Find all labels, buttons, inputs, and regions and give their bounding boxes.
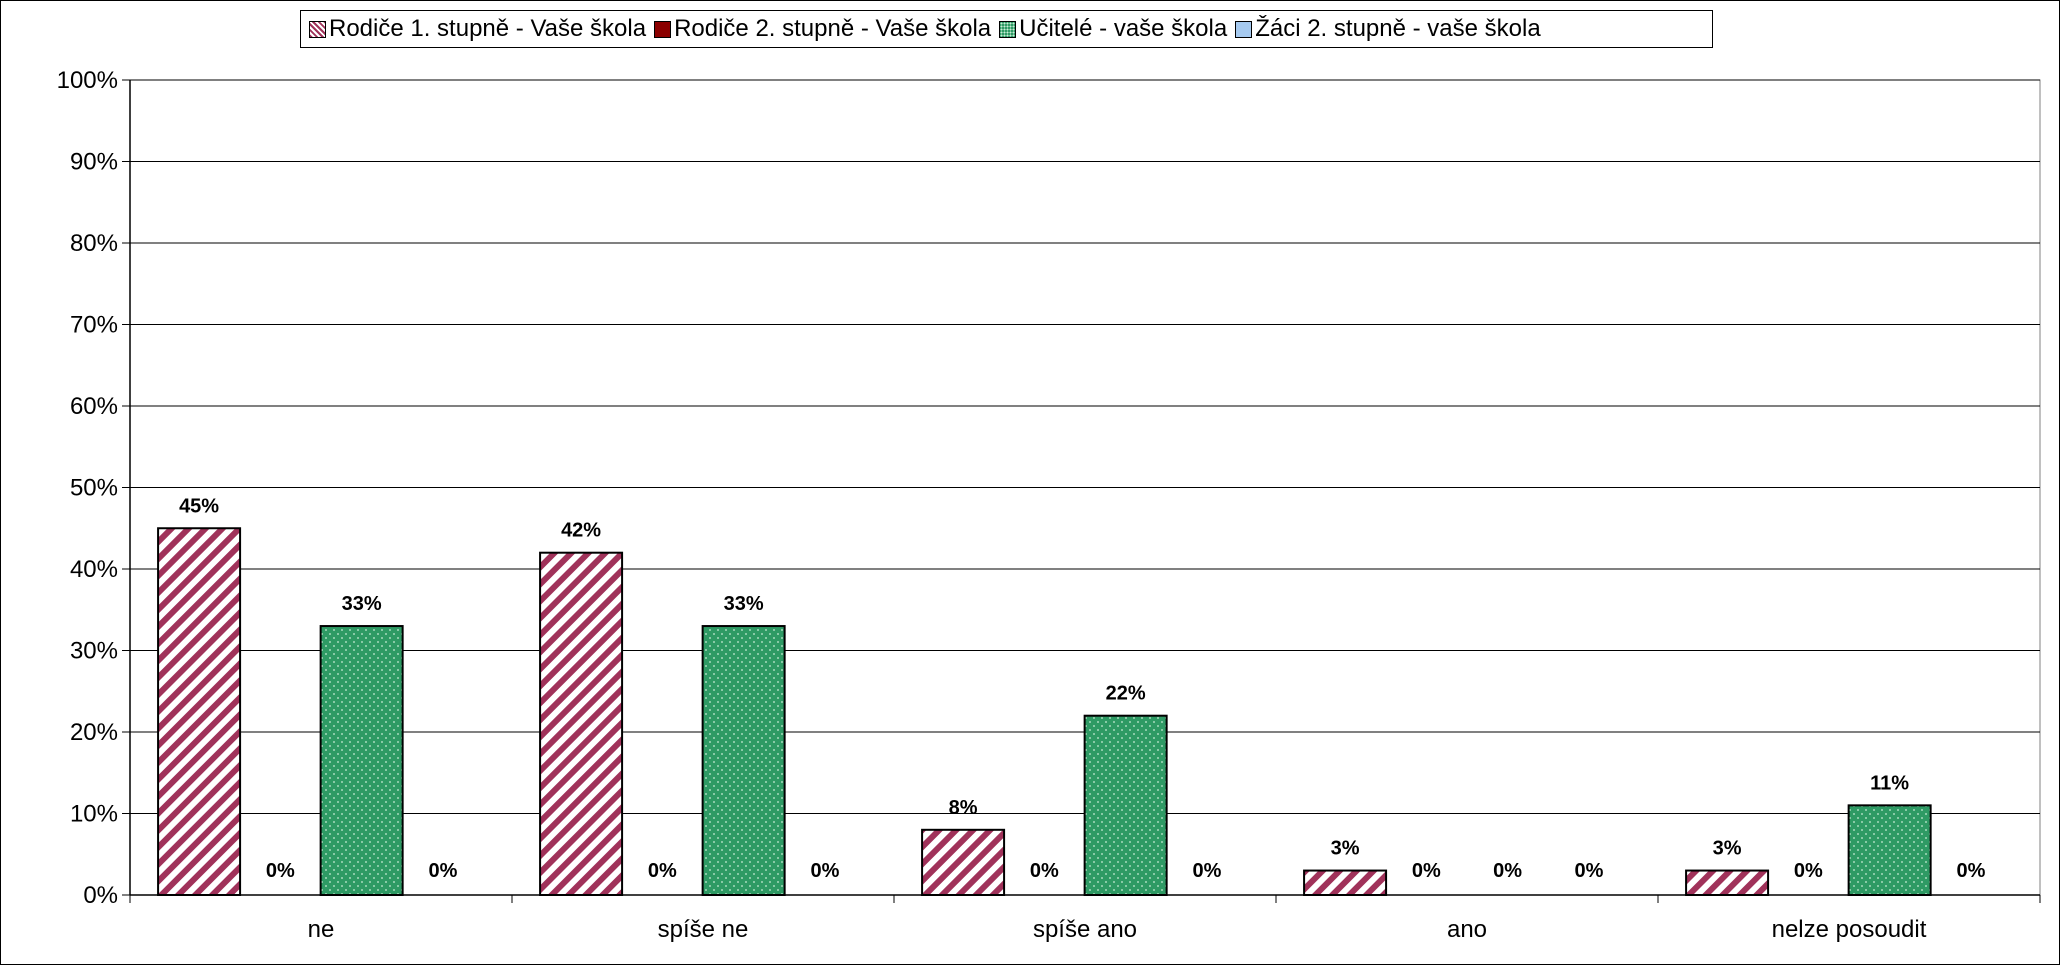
legend: Rodiče 1. stupně - Vaše škola Rodiče 2. … bbox=[300, 10, 1713, 48]
y-tick-label: 70% bbox=[70, 312, 118, 339]
y-tick-label: 60% bbox=[70, 393, 118, 420]
x-tick-label: spíše ne bbox=[658, 916, 749, 943]
bar-s1-c3 bbox=[921, 828, 1006, 896]
y-tick-label: 50% bbox=[70, 475, 118, 502]
y-tick-label: 0% bbox=[83, 882, 118, 909]
data-label: 0% bbox=[1030, 860, 1059, 882]
bar-s1-c2 bbox=[539, 551, 624, 896]
bar-s3-c1 bbox=[319, 625, 404, 896]
y-tick-label: 90% bbox=[70, 149, 118, 176]
legend-label-series-3: Učitelé - vaše škola bbox=[1019, 15, 1228, 42]
bar-s1-c5 bbox=[1685, 869, 1770, 896]
data-label: 0% bbox=[648, 860, 677, 882]
data-label: 22% bbox=[1106, 683, 1146, 705]
data-label: 8% bbox=[949, 797, 978, 819]
bar-s3-c3 bbox=[1083, 714, 1168, 897]
y-tick-label: 10% bbox=[70, 801, 118, 828]
data-label: 33% bbox=[724, 593, 764, 615]
bar-s1-c1 bbox=[157, 527, 242, 896]
data-label: 0% bbox=[1192, 860, 1221, 882]
legend-item-series-1: Rodiče 1. stupně - Vaše škola bbox=[309, 15, 646, 43]
legend-swatch-series-2 bbox=[654, 20, 672, 38]
bar-s3-c2 bbox=[701, 625, 786, 896]
data-label: 0% bbox=[810, 860, 839, 882]
legend-label-series-4: Žáci 2. stupně - vaše škola bbox=[1255, 15, 1541, 42]
y-tick-label: 40% bbox=[70, 556, 118, 583]
bar-s3-c5 bbox=[1847, 804, 1932, 896]
legend-item-series-2: Rodiče 2. stupně - Vaše škola bbox=[654, 15, 991, 43]
x-tick-label: nelze posoudit bbox=[1772, 916, 1927, 943]
data-label: 0% bbox=[266, 860, 295, 882]
bar-s1-c4 bbox=[1303, 869, 1388, 896]
data-label: 42% bbox=[561, 520, 601, 542]
data-label: 0% bbox=[1956, 860, 1985, 882]
data-label: 0% bbox=[1493, 860, 1522, 882]
legend-label-series-1: Rodiče 1. stupně - Vaše škola bbox=[329, 15, 647, 42]
legend-label-series-2: Rodiče 2. stupně - Vaše škola bbox=[674, 15, 992, 42]
y-tick-label: 20% bbox=[70, 719, 118, 746]
y-tick-label: 100% bbox=[57, 67, 118, 94]
data-label: 11% bbox=[1870, 772, 1909, 794]
legend-swatch-series-4 bbox=[1235, 20, 1253, 38]
legend-item-series-4: Žáci 2. stupně - vaše škola bbox=[1235, 15, 1541, 43]
data-label: 45% bbox=[179, 495, 219, 517]
data-label: 3% bbox=[1331, 838, 1360, 860]
legend-swatch-series-1 bbox=[309, 20, 326, 38]
data-label: 0% bbox=[1794, 860, 1823, 882]
y-tick-label: 30% bbox=[70, 638, 118, 665]
legend-swatch-series-3 bbox=[999, 20, 1017, 38]
data-label: 0% bbox=[428, 860, 457, 882]
data-label: 3% bbox=[1713, 838, 1742, 860]
y-tick-label: 80% bbox=[70, 230, 118, 257]
legend-item-series-3: Učitelé - vaše škola bbox=[999, 15, 1227, 43]
data-label: 33% bbox=[342, 593, 382, 615]
x-tick-label: spíše ano bbox=[1033, 916, 1137, 943]
x-tick-label: ano bbox=[1447, 916, 1487, 943]
data-label: 0% bbox=[1574, 860, 1603, 882]
x-tick-label: ne bbox=[308, 916, 335, 943]
data-label: 0% bbox=[1412, 860, 1441, 882]
